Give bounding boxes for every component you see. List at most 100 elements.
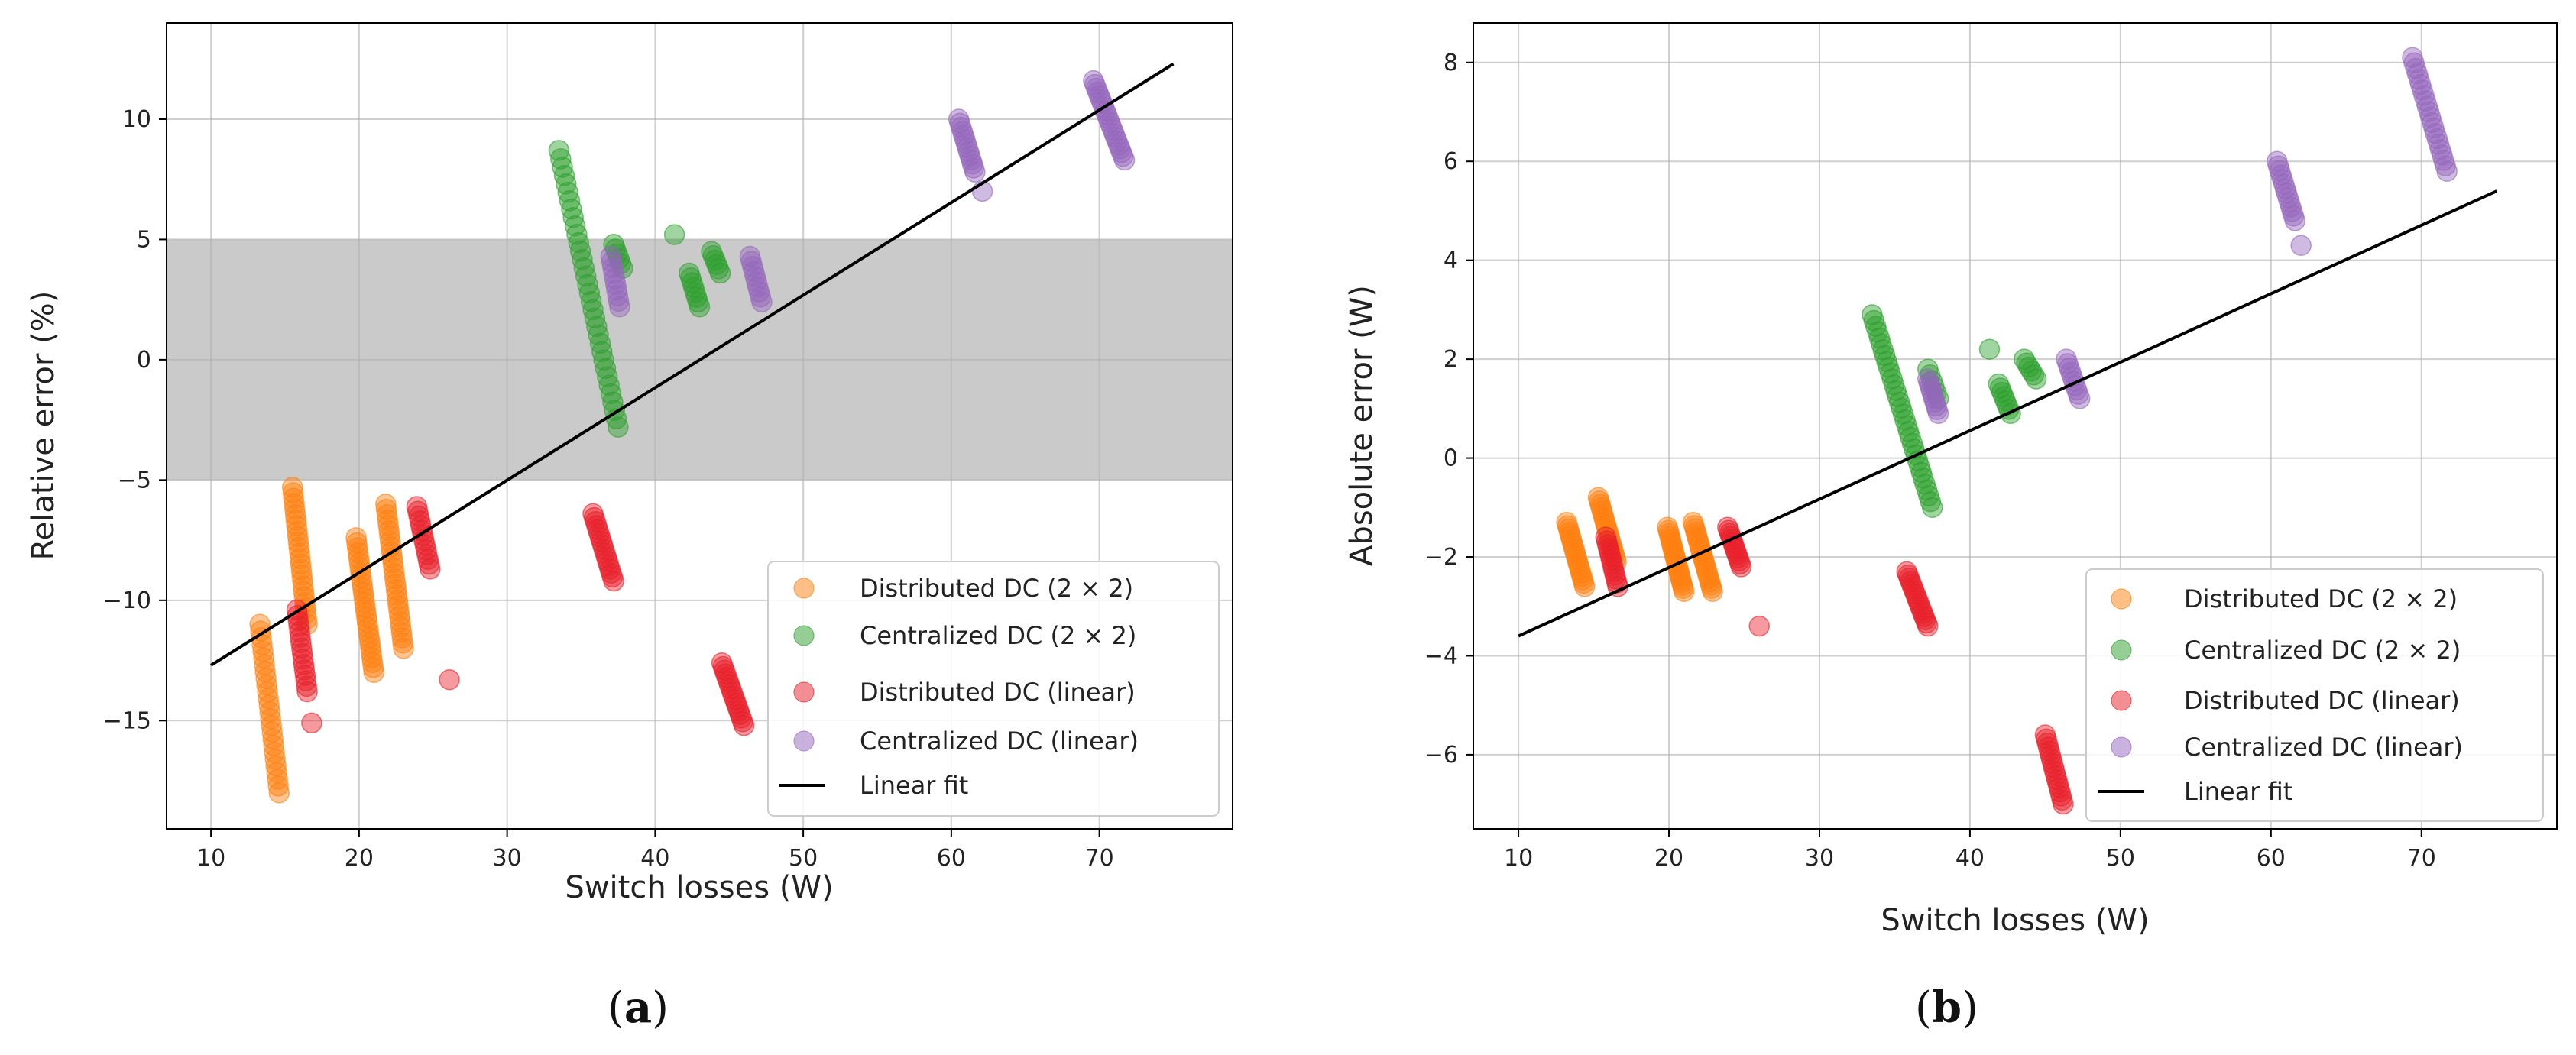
x-tick-label: 30: [1805, 845, 1834, 872]
data-point: [363, 662, 385, 684]
x-axis-title-b: Switch losses (W): [1881, 903, 2149, 938]
data-point: [384, 563, 405, 584]
y-tick-label: 8: [1444, 50, 1458, 76]
legend-marker-centralized-linear-a: [793, 730, 815, 752]
legend-marker-distributed-linear-b: [2111, 690, 2132, 711]
data-point: [593, 349, 614, 371]
x-tick-label: 70: [2407, 845, 2436, 872]
legend-label-centralized-2x2-b: Centralized DC (2 × 2): [2184, 636, 2461, 665]
series-distributed-dc-linear-: [286, 496, 755, 736]
data-point: [290, 558, 313, 581]
y-tick-label: −5: [118, 467, 151, 494]
data-point: [254, 661, 276, 682]
data-point: [663, 224, 685, 245]
data-point: [287, 520, 308, 542]
data-point: [569, 240, 591, 262]
data-point: [602, 257, 624, 278]
data-point: [301, 712, 322, 734]
legend-label-fit-b: Linear fit: [2184, 777, 2292, 806]
data-point: [420, 558, 441, 580]
legend-label-distributed-2x2-b: Distributed DC (2 × 2): [2184, 584, 2458, 613]
data-point: [293, 581, 315, 602]
data-point: [292, 648, 314, 670]
data-point: [253, 647, 274, 669]
data-point: [290, 548, 311, 569]
data-point: [572, 248, 593, 270]
y-tick-label: −10: [103, 587, 151, 614]
data-point: [287, 604, 309, 626]
data-point: [284, 503, 306, 526]
x-tick-label: 70: [1085, 845, 1114, 872]
data-point: [607, 285, 629, 306]
data-point: [2290, 235, 2312, 257]
data-point: [603, 262, 624, 284]
y-tick-label: 5: [137, 226, 151, 253]
data-point: [262, 728, 284, 749]
data-point: [289, 621, 310, 642]
data-point: [391, 627, 413, 649]
data-point: [293, 659, 316, 681]
tick-labels-a: 10 20 30 40 50 60 70 −15 −10 −5 0 5 10: [103, 106, 1114, 872]
x-tick-label: 20: [345, 845, 374, 872]
data-point: [580, 290, 602, 312]
legend-marker-distributed-linear-a: [793, 681, 815, 703]
data-point: [379, 526, 400, 547]
data-point: [2023, 364, 2045, 386]
data-point: [290, 632, 312, 653]
data-point: [258, 688, 279, 710]
x-tick-label: 10: [196, 845, 225, 872]
data-point: [689, 296, 711, 318]
data-point: [600, 245, 622, 267]
data-point: [589, 332, 611, 354]
data-point: [601, 251, 623, 273]
data-point: [732, 711, 753, 733]
data-point: [384, 568, 406, 590]
data-point: [261, 721, 283, 743]
y-tick-label: 0: [137, 347, 151, 374]
data-point: [577, 273, 598, 296]
data-point: [392, 633, 413, 654]
data-point: [258, 694, 280, 716]
data-point: [292, 570, 313, 591]
legend-b: Distributed DC (2 × 2) Centralized DC (2…: [2085, 568, 2544, 822]
panel-label-a: (a): [608, 982, 669, 1033]
panel-b: 10 20 30 40 50 60 70 −6 −4 −2 0 2 4 6 8 Switch losses …: [1344, 22, 2558, 1033]
data-point: [375, 494, 397, 515]
data-point: [290, 626, 311, 648]
data-point: [548, 140, 570, 161]
y-tick-label: −4: [1424, 642, 1458, 669]
panel-a: 10 20 30 40 50 60 70 −15 −10 −5 0 5 10 Switch losses…: [26, 22, 1233, 1033]
data-point: [1748, 615, 1770, 637]
x-axis-title-a: Switch losses (W): [565, 870, 833, 905]
legend-label-distributed-linear-b: Distributed DC (linear): [2184, 686, 2460, 715]
data-point: [584, 307, 606, 329]
data-point: [602, 391, 624, 413]
data-point: [597, 366, 618, 387]
x-tick-label: 50: [2106, 845, 2135, 872]
data-point: [290, 553, 312, 575]
legend-marker-distributed-2x2-a: [793, 578, 815, 599]
legend-label-distributed-linear-a: Distributed DC (linear): [860, 678, 1136, 707]
data-point: [383, 558, 404, 579]
data-point: [266, 762, 287, 784]
data-point: [606, 279, 627, 301]
data-point: [1927, 403, 1949, 425]
data-point: [600, 383, 622, 404]
data-point: [588, 324, 609, 346]
data-point: [285, 510, 307, 531]
data-point: [254, 654, 275, 675]
data-point: [257, 681, 278, 703]
data-point: [1921, 497, 1943, 519]
data-point: [289, 542, 310, 564]
data-point: [267, 775, 289, 797]
data-point: [751, 291, 773, 313]
x-tick-label: 20: [1654, 845, 1683, 872]
legend-box-a: [767, 561, 1220, 817]
data-point: [709, 262, 731, 284]
legend-a: Distributed DC (2 × 2) Centralized DC (2…: [767, 561, 1220, 817]
fit-line-a: [210, 62, 1175, 667]
data-point: [582, 299, 604, 321]
series-centralized-dc-2-2-: [1862, 304, 2047, 519]
data-point: [573, 257, 595, 279]
linear-fit-line: [1518, 189, 2498, 638]
